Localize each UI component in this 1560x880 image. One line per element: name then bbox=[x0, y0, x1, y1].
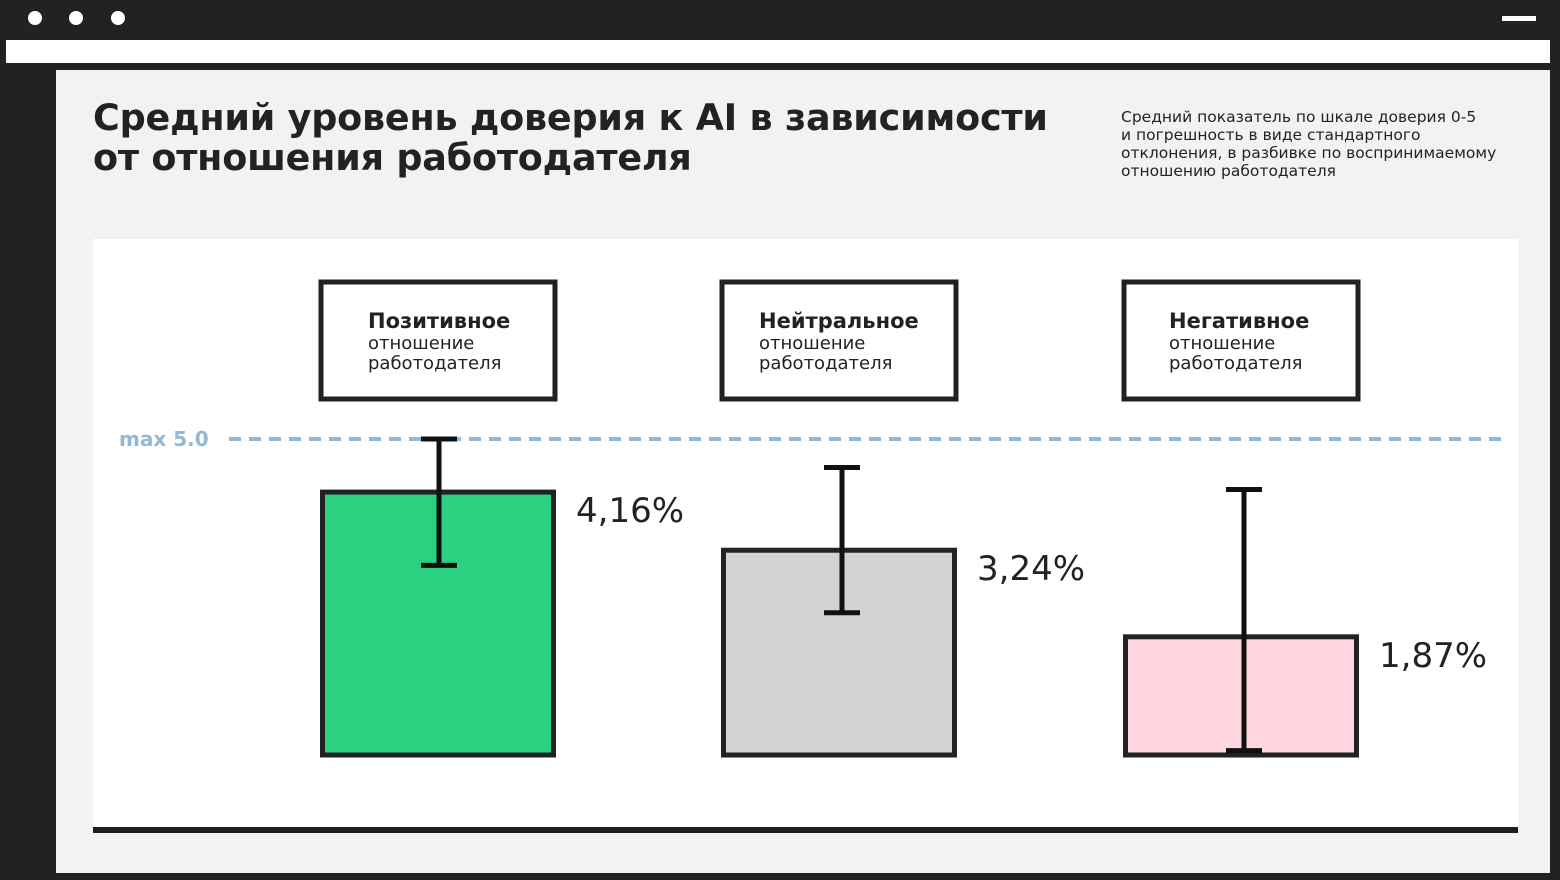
value-label: 4,16% bbox=[576, 491, 684, 531]
category-label-line: работодателя bbox=[759, 353, 892, 374]
page-title: Средний уровень доверия к AI в зависимос… bbox=[93, 98, 1053, 178]
chart-subtitle: Средний показатель по шкале доверия 0-5 … bbox=[1121, 108, 1541, 180]
category-label-box bbox=[1121, 279, 1361, 402]
category-label-line: отношение bbox=[759, 333, 865, 354]
value-label: 3,24% bbox=[977, 549, 1085, 589]
window-titlebar bbox=[0, 0, 1560, 40]
max-line-label: max 5.0 bbox=[119, 427, 209, 451]
category-label-line: отношение bbox=[1169, 333, 1275, 354]
title-line: от отношения работодателя bbox=[93, 136, 692, 179]
bar bbox=[721, 547, 957, 758]
value-label: 1,87% bbox=[1379, 636, 1487, 676]
subtitle-line: Средний показатель по шкале доверия 0-5 bbox=[1121, 108, 1477, 126]
bar bbox=[1123, 634, 1359, 758]
window-dot-icon[interactable] bbox=[28, 11, 42, 25]
category-label-bold: Негативное bbox=[1169, 309, 1309, 333]
title-line: Средний уровень доверия к AI в зависимос… bbox=[93, 96, 1048, 139]
category-label-box bbox=[318, 279, 558, 402]
category-label-line: работодателя bbox=[368, 353, 501, 374]
slide-content: Средний уровень доверия к AI в зависимос… bbox=[56, 70, 1550, 873]
bar-chart: max 5.0Позитивноеотношениеработодателя4,… bbox=[119, 279, 1501, 758]
category-label-box bbox=[719, 279, 959, 402]
category-label-line: отношение bbox=[368, 333, 474, 354]
subtitle-line: отношению работодателя bbox=[1121, 162, 1336, 180]
category-label-bold: Нейтральное bbox=[759, 309, 919, 333]
chart-baseline bbox=[93, 827, 1518, 833]
menu-bar-icon[interactable] bbox=[1502, 16, 1536, 21]
subtitle-line: отклонения, в разбивке по воспринимаемом… bbox=[1121, 144, 1497, 162]
address-bar[interactable] bbox=[6, 40, 1550, 63]
subtitle-line: и погрешность в виде стандартного bbox=[1121, 126, 1421, 144]
category-label-bold: Позитивное bbox=[368, 309, 510, 333]
category-label-line: работодателя bbox=[1169, 353, 1302, 374]
window-dot-icon[interactable] bbox=[111, 11, 125, 25]
window-dot-icon[interactable] bbox=[69, 11, 83, 25]
